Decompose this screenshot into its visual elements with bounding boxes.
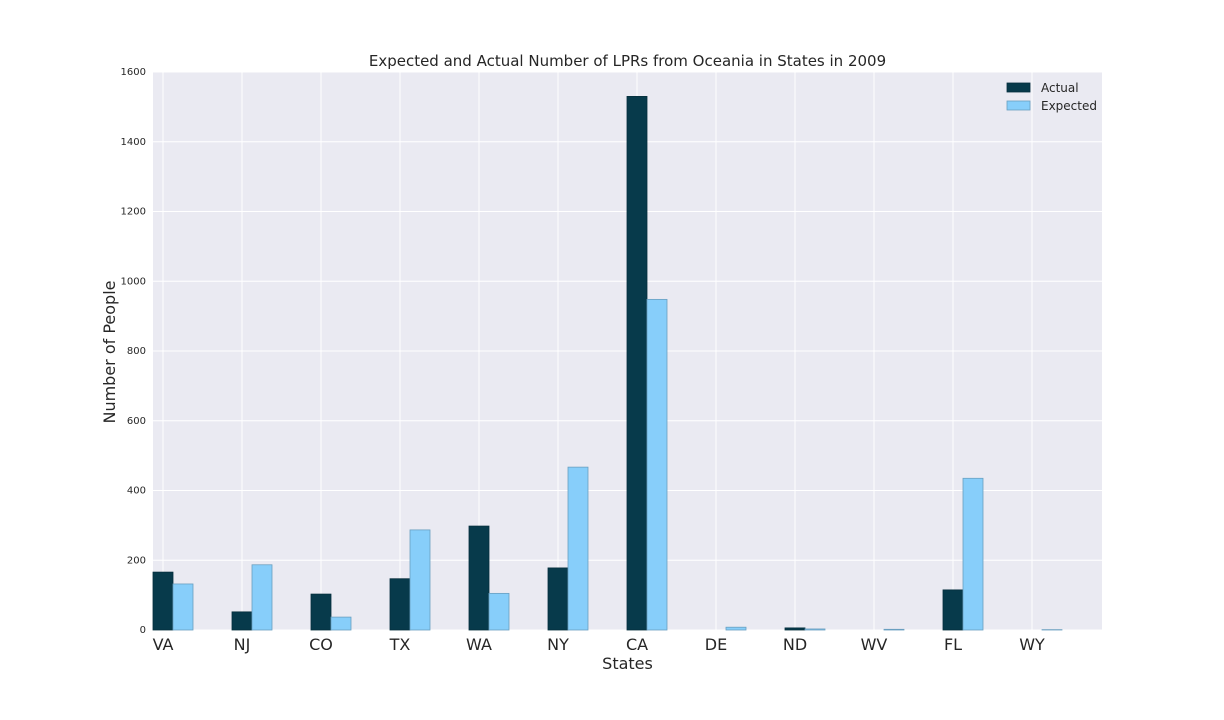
bar-expected-ny: [567, 466, 589, 631]
x-tick-label: NJ: [234, 635, 251, 654]
y-tick-label: 600: [127, 416, 146, 427]
bar-actual-ny: [547, 567, 569, 631]
gridlines: [153, 71, 1102, 631]
x-tick-label: TX: [389, 635, 411, 654]
bar-actual-nj: [231, 611, 253, 631]
x-tick-label: NY: [547, 635, 569, 654]
x-tick-label: FL: [944, 635, 962, 654]
bar-expected-wv: [883, 628, 905, 631]
bar-expected-nj: [251, 564, 273, 631]
bar-expected-va: [172, 583, 194, 631]
bar-expected-de: [725, 626, 747, 631]
x-tick-label: CA: [626, 635, 648, 654]
x-axis-label: States: [602, 654, 653, 673]
x-tick-label: CO: [309, 635, 333, 654]
y-axis-ticks: 0 200 400 600 800 1000 1200 1400 1600: [121, 67, 146, 636]
y-tick-label: 1600: [121, 67, 146, 78]
bar-actual-co: [310, 593, 332, 631]
bar-expected-ca: [646, 298, 668, 631]
y-tick-label: 1200: [121, 207, 146, 218]
bar-expected-fl: [962, 477, 984, 631]
bar-actual-fl: [942, 589, 964, 631]
x-tick-label: DE: [705, 635, 727, 654]
x-axis-ticks: VA NJ CO TX WA NY CA DE ND WV FL WY: [153, 635, 1045, 654]
bar-expected-nd: [804, 628, 826, 631]
y-tick-label: 800: [127, 346, 146, 357]
y-tick-label: 1400: [121, 137, 146, 148]
y-tick-label: 200: [127, 555, 146, 566]
bars: [152, 96, 1063, 631]
x-tick-label: WA: [466, 635, 492, 654]
y-tick-label: 0: [140, 625, 146, 636]
bar-actual-va: [152, 571, 174, 631]
y-tick-label: 400: [127, 486, 146, 497]
bar-actual-tx: [389, 578, 411, 631]
y-tick-label: 1000: [121, 276, 146, 287]
legend-label-expected: Expected: [1041, 99, 1097, 113]
legend-label-actual: Actual: [1041, 81, 1079, 95]
x-tick-label: VA: [153, 635, 174, 654]
bar-actual-wa: [468, 525, 490, 631]
legend: Actual Expected: [1006, 81, 1097, 113]
x-tick-label: ND: [783, 635, 807, 654]
bar-actual-ca: [626, 96, 648, 631]
bar-expected-co: [330, 616, 352, 631]
chart-title: Expected and Actual Number of LPRs from …: [369, 52, 886, 70]
bar-actual-nd: [784, 627, 806, 631]
x-tick-label: WV: [861, 635, 888, 654]
legend-swatch-expected: [1006, 100, 1031, 111]
x-tick-label: WY: [1019, 635, 1045, 654]
legend-swatch-actual: [1006, 82, 1031, 93]
bar-expected-wa: [488, 592, 510, 631]
y-axis-label: Number of People: [100, 280, 119, 423]
bar-expected-tx: [409, 529, 431, 631]
